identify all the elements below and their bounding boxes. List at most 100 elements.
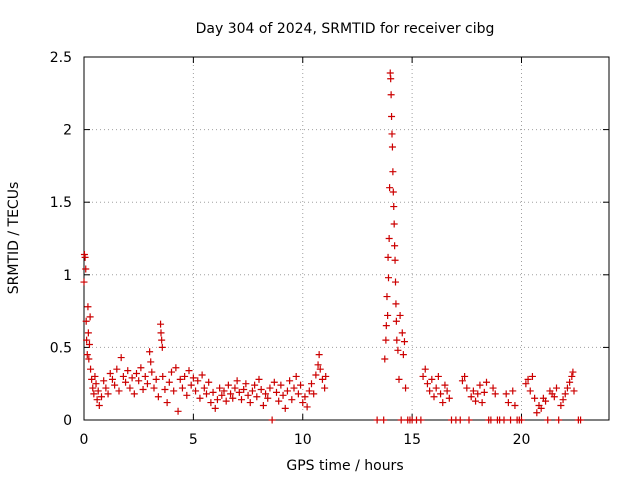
axis-ticks (83, 56, 609, 421)
data-point (400, 338, 408, 346)
data-point (84, 303, 92, 311)
data-point (150, 384, 158, 392)
data-point (213, 396, 221, 404)
data-point (273, 388, 280, 396)
data-point (163, 399, 171, 407)
data-point (262, 390, 270, 398)
data-point (421, 365, 429, 373)
data-point (310, 390, 318, 398)
data-point (246, 399, 254, 407)
data-point (480, 388, 488, 396)
data-point (92, 380, 100, 388)
plot-frame (83, 56, 610, 421)
data-point (301, 393, 309, 401)
data-point (183, 391, 191, 399)
data-point (192, 387, 200, 395)
data-point (216, 384, 224, 392)
data-point (509, 387, 517, 395)
data-point (384, 253, 392, 261)
data-point (231, 384, 239, 392)
data-point (445, 394, 453, 402)
data-point (434, 372, 442, 380)
data-point (387, 91, 395, 99)
data-point (268, 416, 276, 424)
data-point (569, 368, 577, 376)
data-point (382, 322, 390, 330)
data-point (465, 416, 473, 424)
data-point (299, 399, 307, 407)
x-tick-label: 20 (513, 432, 531, 448)
data-point (398, 329, 406, 337)
data-point (176, 375, 184, 383)
data-point (196, 394, 204, 402)
data-point (98, 393, 105, 401)
data-point (279, 391, 287, 399)
data-point (321, 384, 329, 392)
data-point (108, 375, 116, 383)
data-point (172, 364, 180, 372)
data-point (266, 384, 274, 392)
data-point (390, 220, 398, 228)
data-point (270, 378, 278, 386)
data-point (147, 358, 155, 366)
data-point (533, 409, 541, 417)
data-point (170, 387, 178, 395)
data-point (126, 384, 134, 392)
data-point (119, 372, 127, 380)
data-point (124, 367, 132, 375)
data-point (259, 401, 267, 409)
data-point (563, 384, 571, 392)
data-point (386, 184, 394, 192)
data-point (209, 388, 217, 396)
data-point (559, 396, 567, 404)
data-point (165, 378, 173, 386)
data-point (286, 377, 294, 385)
data-point (570, 387, 578, 395)
data-point (305, 387, 313, 395)
data-point (220, 387, 228, 395)
data-point (385, 274, 392, 282)
data-point (395, 375, 403, 383)
data-point (500, 416, 508, 424)
y-tick-label: 1.5 (50, 195, 72, 211)
data-point (251, 381, 259, 389)
data-point (423, 380, 431, 388)
data-point (264, 394, 272, 402)
data-point (133, 370, 140, 378)
data-point (242, 380, 250, 388)
data-point (303, 403, 311, 411)
y-tick-label: 0.5 (50, 340, 72, 356)
data-point (487, 416, 495, 424)
y-axis-label: SRMTID / TECUs (6, 182, 22, 295)
data-point (157, 329, 165, 337)
data-point (389, 188, 397, 196)
data-point (469, 387, 477, 395)
data-point (522, 380, 530, 388)
data-point (467, 393, 475, 401)
data-point (93, 396, 101, 404)
data-point (85, 340, 93, 348)
data-point (159, 372, 167, 380)
data-point (396, 311, 404, 319)
data-point (461, 372, 469, 380)
data-point (161, 386, 169, 394)
data-point (456, 416, 464, 424)
data-point (394, 346, 402, 354)
data-point (383, 293, 391, 301)
data-point (432, 384, 440, 392)
data-point (253, 393, 261, 401)
data-point (511, 401, 519, 409)
data-point (102, 384, 110, 392)
data-point (561, 390, 569, 398)
data-point (385, 235, 393, 242)
y-tick-label: 2 (63, 123, 72, 139)
data-point (275, 397, 283, 405)
data-point (89, 384, 97, 392)
data-point (384, 311, 392, 319)
data-point (218, 391, 226, 399)
data-point (80, 278, 88, 286)
data-point (90, 390, 98, 398)
data-point (146, 348, 154, 356)
y-tick-label: 2.5 (50, 50, 72, 66)
data-point (388, 113, 396, 121)
